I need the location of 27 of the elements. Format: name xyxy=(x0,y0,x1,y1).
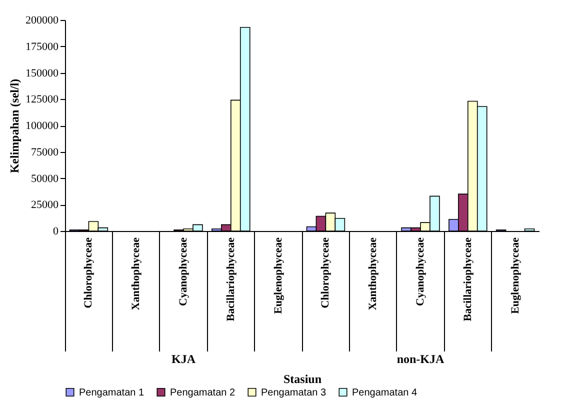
x-tick-label: Chlorophyceae xyxy=(82,237,95,308)
text: non-KJA xyxy=(396,352,445,366)
x-tick-label: Euglenophyceae xyxy=(272,237,284,314)
y-tick-label: 200000 xyxy=(26,14,59,26)
x-tick-label: Xanthophyceae xyxy=(130,237,142,310)
y-tick-label: 175000 xyxy=(26,40,59,53)
x-tick-label: Bacillariophyceae xyxy=(462,237,474,322)
y-tick-label: 150000 xyxy=(26,67,59,80)
y-axis-title: Kelimpahan (sel/l) xyxy=(8,78,22,174)
text: KJA xyxy=(172,352,196,366)
y-tick-label: 50000 xyxy=(31,172,59,185)
y-tick-label: 25000 xyxy=(31,199,59,212)
x-tick-label: Cyanophyceae xyxy=(178,237,190,306)
legend-label: Pengamatan 4 xyxy=(352,387,418,398)
x-tick-label: Euglenophyceae xyxy=(509,237,522,314)
x-tick-label: Xanthophyceae xyxy=(367,237,380,310)
x-tick-label: Bacillariophyceae xyxy=(224,237,237,322)
y-tick-label: 125000 xyxy=(26,94,59,106)
y-tick-label: 0 xyxy=(53,226,59,238)
legend-label: Pengamatan 2 xyxy=(170,387,236,398)
x-tick-label: Chlorophyceae xyxy=(320,237,332,308)
legend-label: Pengamatan 1 xyxy=(79,387,144,398)
y-tick-label: 100000 xyxy=(26,120,59,132)
x-axis-title: Stasiun xyxy=(283,372,322,386)
legend-label: Pengamatan 3 xyxy=(261,387,326,398)
y-tick-label: 75000 xyxy=(31,146,59,158)
x-tick-label: Cyanophyceae xyxy=(414,237,426,306)
